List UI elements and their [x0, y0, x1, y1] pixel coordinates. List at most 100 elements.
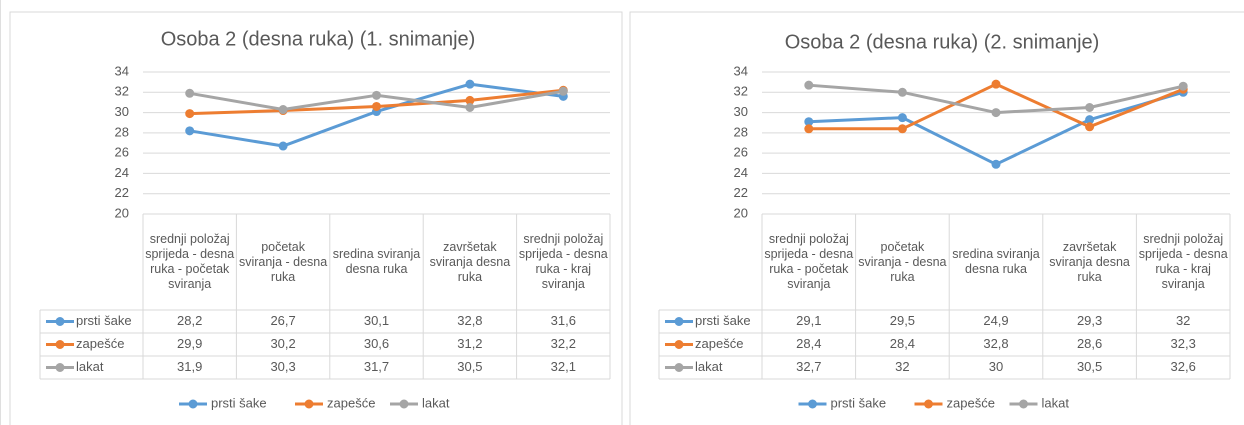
data-point: [558, 86, 568, 96]
table-value: 31,6: [551, 313, 576, 328]
table-value: 30: [989, 359, 1003, 374]
y-tick-label: 32: [734, 84, 748, 99]
legend-label: prsti šake: [211, 395, 267, 410]
data-point: [1085, 122, 1095, 132]
data-point: [465, 103, 475, 112]
y-tick-label: 30: [734, 104, 748, 119]
table-value: 31,7: [364, 359, 389, 374]
chart-title: Osoba 2 (desna ruka) (2. snimanje): [785, 31, 1100, 53]
table-value: 32,8: [983, 336, 1008, 351]
data-point: [804, 124, 814, 134]
category-label: završetak sviranja desna ruka: [1049, 239, 1130, 284]
data-point: [278, 141, 288, 151]
y-tick-label: 34: [734, 63, 748, 78]
data-point: [185, 126, 195, 136]
data-point: [897, 87, 907, 97]
table-value: 28,6: [1077, 336, 1102, 351]
data-point: [991, 79, 1001, 89]
legend-marker: [674, 363, 684, 372]
legend-marker: [55, 317, 65, 326]
table-value: 30,1: [364, 313, 389, 328]
y-tick-label: 28: [734, 124, 748, 139]
y-tick-label: 34: [115, 63, 129, 78]
data-point: [897, 124, 907, 134]
table-value: 29,9: [177, 336, 202, 351]
table-value: 30,5: [1077, 359, 1102, 374]
table-value: 28,2: [177, 313, 202, 328]
table-value: 32,6: [1171, 359, 1196, 374]
legend-marker: [674, 340, 684, 349]
y-tick-label: 24: [115, 165, 129, 180]
data-point: [897, 113, 907, 123]
legend-marker: [188, 399, 198, 409]
table-value: 30,5: [457, 359, 482, 374]
table-value: 29,3: [1077, 313, 1102, 328]
y-tick-label: 22: [115, 185, 129, 200]
table-value: 28,4: [890, 336, 915, 351]
table-series-name: prsti šake: [695, 313, 751, 328]
table-series-name: prsti šake: [76, 313, 132, 328]
y-tick-label: 32: [115, 84, 129, 99]
y-tick-label: 20: [115, 205, 129, 220]
table-value: 32,7: [796, 359, 821, 374]
chart-title: Osoba 2 (desna ruka) (1. snimanje): [161, 28, 476, 50]
table-series-name: lakat: [76, 359, 104, 374]
y-tick-label: 28: [115, 124, 129, 139]
legend-label: prsti šake: [831, 395, 887, 410]
legend-marker: [399, 399, 409, 409]
table-value: 28,4: [796, 336, 821, 351]
data-point: [1178, 81, 1188, 91]
table-series-name: zapešće: [695, 336, 743, 351]
legend-label: lakat: [422, 395, 450, 410]
category-label: sredina sviranja desna ruka: [952, 247, 1040, 276]
category-label: srednji položaj sprijeda - desna ruka - …: [764, 232, 854, 291]
table-series-name: lakat: [695, 359, 723, 374]
category-label: srednji položaj sprijeda - desna ruka - …: [518, 232, 608, 291]
data-point: [185, 109, 195, 119]
legend-marker: [1019, 399, 1028, 409]
y-tick-label: 26: [115, 145, 129, 160]
data-point: [465, 79, 475, 89]
data-point: [991, 108, 1001, 118]
legend-marker: [674, 317, 684, 326]
legend-label: zapešće: [327, 395, 375, 410]
data-point: [278, 105, 288, 115]
table-value: 29,5: [890, 313, 915, 328]
y-tick-label: 30: [115, 104, 129, 119]
table-value: 29,1: [796, 313, 821, 328]
table-value: 32,1: [551, 359, 576, 374]
data-point: [185, 88, 195, 98]
table-value: 30,3: [270, 359, 295, 374]
data-point: [804, 80, 814, 90]
legend-marker: [924, 399, 933, 409]
y-tick-label: 22: [734, 185, 748, 200]
legend-label: lakat: [1042, 395, 1070, 410]
category-label: početak sviranja - desna ruka: [858, 239, 947, 284]
table-value: 32: [1176, 313, 1190, 328]
table-value: 32: [895, 359, 909, 374]
legend-marker: [808, 399, 817, 409]
y-tick-label: 20: [734, 205, 748, 220]
data-point: [372, 101, 381, 111]
y-tick-label: 24: [734, 165, 748, 180]
category-label: srednji položaj sprijeda - desna ruka - …: [1138, 232, 1228, 291]
table-value: 32,3: [1171, 336, 1196, 351]
y-tick-label: 26: [734, 145, 748, 160]
data-point: [372, 90, 381, 100]
table-value: 30,2: [270, 336, 295, 351]
table-value: 32,8: [457, 313, 482, 328]
table-value: 32,2: [551, 336, 576, 351]
category-label: srednji položaj sprijeda - desna ruka - …: [145, 232, 235, 291]
table-series-name: zapešće: [76, 336, 124, 351]
legend-label: zapešće: [947, 395, 995, 410]
category-label: završetak sviranja desna ruka: [429, 239, 511, 284]
legend-marker: [304, 399, 314, 409]
table-value: 24,9: [983, 313, 1008, 328]
table-value: 26,7: [270, 313, 295, 328]
category-label: sredina sviranja desna ruka: [332, 247, 421, 276]
table-value: 31,9: [177, 359, 202, 374]
legend-marker: [55, 363, 65, 372]
data-point: [1085, 103, 1095, 112]
category-label: početak sviranja - desna ruka: [238, 239, 328, 284]
